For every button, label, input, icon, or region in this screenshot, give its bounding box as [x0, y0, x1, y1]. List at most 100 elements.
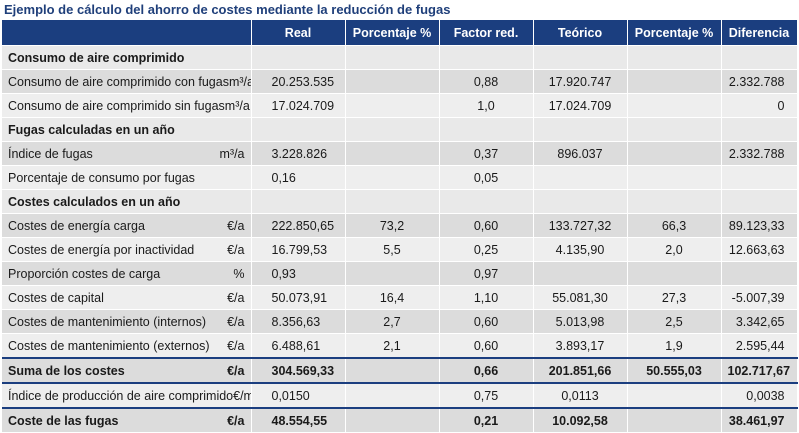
section-row: Costes calculados en un año — [2, 189, 798, 214]
row-label-wrap: Costes de mantenimiento (externos) €/a — [8, 339, 245, 353]
row-unit: % — [233, 266, 245, 281]
cell-real: 304.569,33 — [251, 357, 346, 384]
section-empty-cell — [627, 45, 722, 70]
row-label-wrap: Costes de capital €/a — [8, 291, 245, 305]
cell-real: 8.356,63 — [251, 309, 346, 334]
row-label-cell: Costes de capital €/a — [2, 285, 252, 310]
row-unit: m³/a — [219, 146, 245, 161]
cell-theoretical — [533, 261, 628, 286]
table-title: Ejemplo de cálculo del ahorro de costes … — [4, 2, 451, 17]
row-label-cell: Consumo de aire comprimido sin fugas m³/a — [2, 93, 252, 118]
cell-factor: 0,75 — [439, 383, 534, 409]
header-cell-factor: Factor red. — [439, 20, 534, 46]
cell-theoretical: 3.893,17 — [533, 333, 628, 359]
row-unit: €/a — [227, 413, 245, 428]
cell-real: 222.850,65 — [251, 213, 346, 238]
table-row: Costes de mantenimiento (internos) €/a 8.3… — [2, 309, 798, 334]
section-empty-cell — [251, 117, 346, 142]
row-label-cell: Proporción costes de carga% — [2, 261, 252, 286]
table-row: Proporción costes de carga% 0,93 0,97 — [2, 261, 798, 286]
cell-difference: -5.007,39 — [721, 285, 798, 310]
cell-factor: 0,66 — [439, 357, 534, 384]
section-empty-cell — [533, 117, 628, 142]
cell-theoretical: 17.024.709 — [533, 93, 628, 118]
row-label-cell: Costes de mantenimiento (externos) €/a — [2, 333, 252, 359]
cell-factor: 1,0 — [439, 93, 534, 118]
cell-real: 3.228.826 — [251, 141, 346, 166]
cell-difference: 89.123,33 — [721, 213, 798, 238]
row-label: Costes de capital — [8, 290, 104, 305]
section-empty-cell — [533, 189, 628, 214]
cell-percent-2 — [627, 141, 722, 166]
table-row: Consumo de aire comprimido sin fugas m³/a… — [2, 93, 798, 118]
table-row: Costes de mantenimiento (externos) €/a 6.4… — [2, 333, 798, 359]
cell-factor: 0,60 — [439, 213, 534, 238]
row-label-cell: Costes de energía carga €/a — [2, 213, 252, 238]
row-label: Índice de producción de aire comprimido — [8, 388, 234, 403]
cell-difference: 0,0038 — [721, 383, 798, 409]
section-empty-cell — [721, 117, 798, 142]
table-row: Consumo de aire comprimido con fugasm³/a… — [2, 69, 798, 94]
header-cell-percent-2: Porcentaje % — [627, 20, 722, 46]
cell-percent-2 — [627, 93, 722, 118]
section-empty-cell — [345, 117, 440, 142]
cell-percent — [345, 261, 440, 286]
cell-percent-2: 50.555,03 — [627, 357, 722, 384]
section-empty-cell — [439, 117, 534, 142]
cell-percent-2 — [627, 165, 722, 190]
section-empty-cell — [721, 45, 798, 70]
section-empty-cell — [721, 189, 798, 214]
cell-difference: 102.717,67 — [721, 357, 798, 384]
cell-percent-2 — [627, 261, 722, 286]
table-header-row: Real Porcentaje % Factor red. Teórico Po… — [2, 20, 798, 46]
cell-percent: 2,1 — [345, 333, 440, 359]
cell-percent-2 — [627, 69, 722, 94]
section-empty-cell — [251, 45, 346, 70]
cell-theoretical: 4.135,90 — [533, 237, 628, 262]
table-row: Costes de energía carga €/a 222.850,65 73,2… — [2, 213, 798, 238]
cell-difference: 12.663,63 — [721, 237, 798, 262]
row-unit: €/a — [227, 338, 245, 353]
cell-real: 50.073,91 — [251, 285, 346, 310]
row-label-wrap: Proporción costes de carga% — [8, 267, 245, 281]
cell-difference: 2.332.788 — [721, 141, 798, 166]
row-label: Proporción costes de carga — [8, 266, 161, 281]
row-label-cell: Índice de fugas m³/a — [2, 141, 252, 166]
cell-factor: 0,37 — [439, 141, 534, 166]
row-label-cell: Índice de producción de aire comprimido €… — [2, 383, 252, 409]
cost-table-wrapper: Real Porcentaje % Factor red. Teórico Po… — [2, 20, 798, 433]
cell-theoretical: 5.013,98 — [533, 309, 628, 334]
header-cell-difference: Diferencia — [721, 20, 798, 46]
row-label-wrap: Costes de energía carga €/a — [8, 219, 245, 233]
cell-theoretical: 10.092,58 — [533, 407, 628, 433]
cell-percent — [345, 93, 440, 118]
cell-percent: 16,4 — [345, 285, 440, 310]
section-empty-cell — [439, 45, 534, 70]
cell-difference: 2.595,44 — [721, 333, 798, 359]
cell-real: 0,16 — [251, 165, 346, 190]
cell-theoretical: 55.081,30 — [533, 285, 628, 310]
row-unit: m³/a — [228, 74, 250, 89]
row-label-cell: Porcentaje de consumo por fugas — [2, 165, 252, 190]
cell-real: 17.024.709 — [251, 93, 346, 118]
table-row: Costes de energía por inactividad €/a 16.7… — [2, 237, 798, 262]
section-label: Costes calculados en un año — [2, 189, 252, 214]
table-row: Porcentaje de consumo por fugas 0,16 0,05 — [2, 165, 798, 190]
cell-percent — [345, 69, 440, 94]
cell-percent-2: 27,3 — [627, 285, 722, 310]
section-empty-cell — [627, 117, 722, 142]
row-label: Índice de fugas — [8, 146, 93, 161]
row-label: Suma de los costes — [8, 363, 125, 378]
row-label-cell: Suma de los costes €/a — [2, 357, 252, 384]
row-label-wrap: Índice de producción de aire comprimido €… — [8, 388, 250, 403]
cell-difference: 3.342,65 — [721, 309, 798, 334]
row-label: Porcentaje de consumo por fugas — [8, 170, 195, 185]
total2-row: Índice de producción de aire comprimido €… — [2, 383, 798, 409]
cell-percent: 73,2 — [345, 213, 440, 238]
cell-difference: 0 — [721, 93, 798, 118]
cell-percent-2 — [627, 407, 722, 433]
row-label: Costes de energía carga — [8, 218, 145, 233]
row-label-wrap: Costes de mantenimiento (internos) €/a — [8, 315, 245, 329]
